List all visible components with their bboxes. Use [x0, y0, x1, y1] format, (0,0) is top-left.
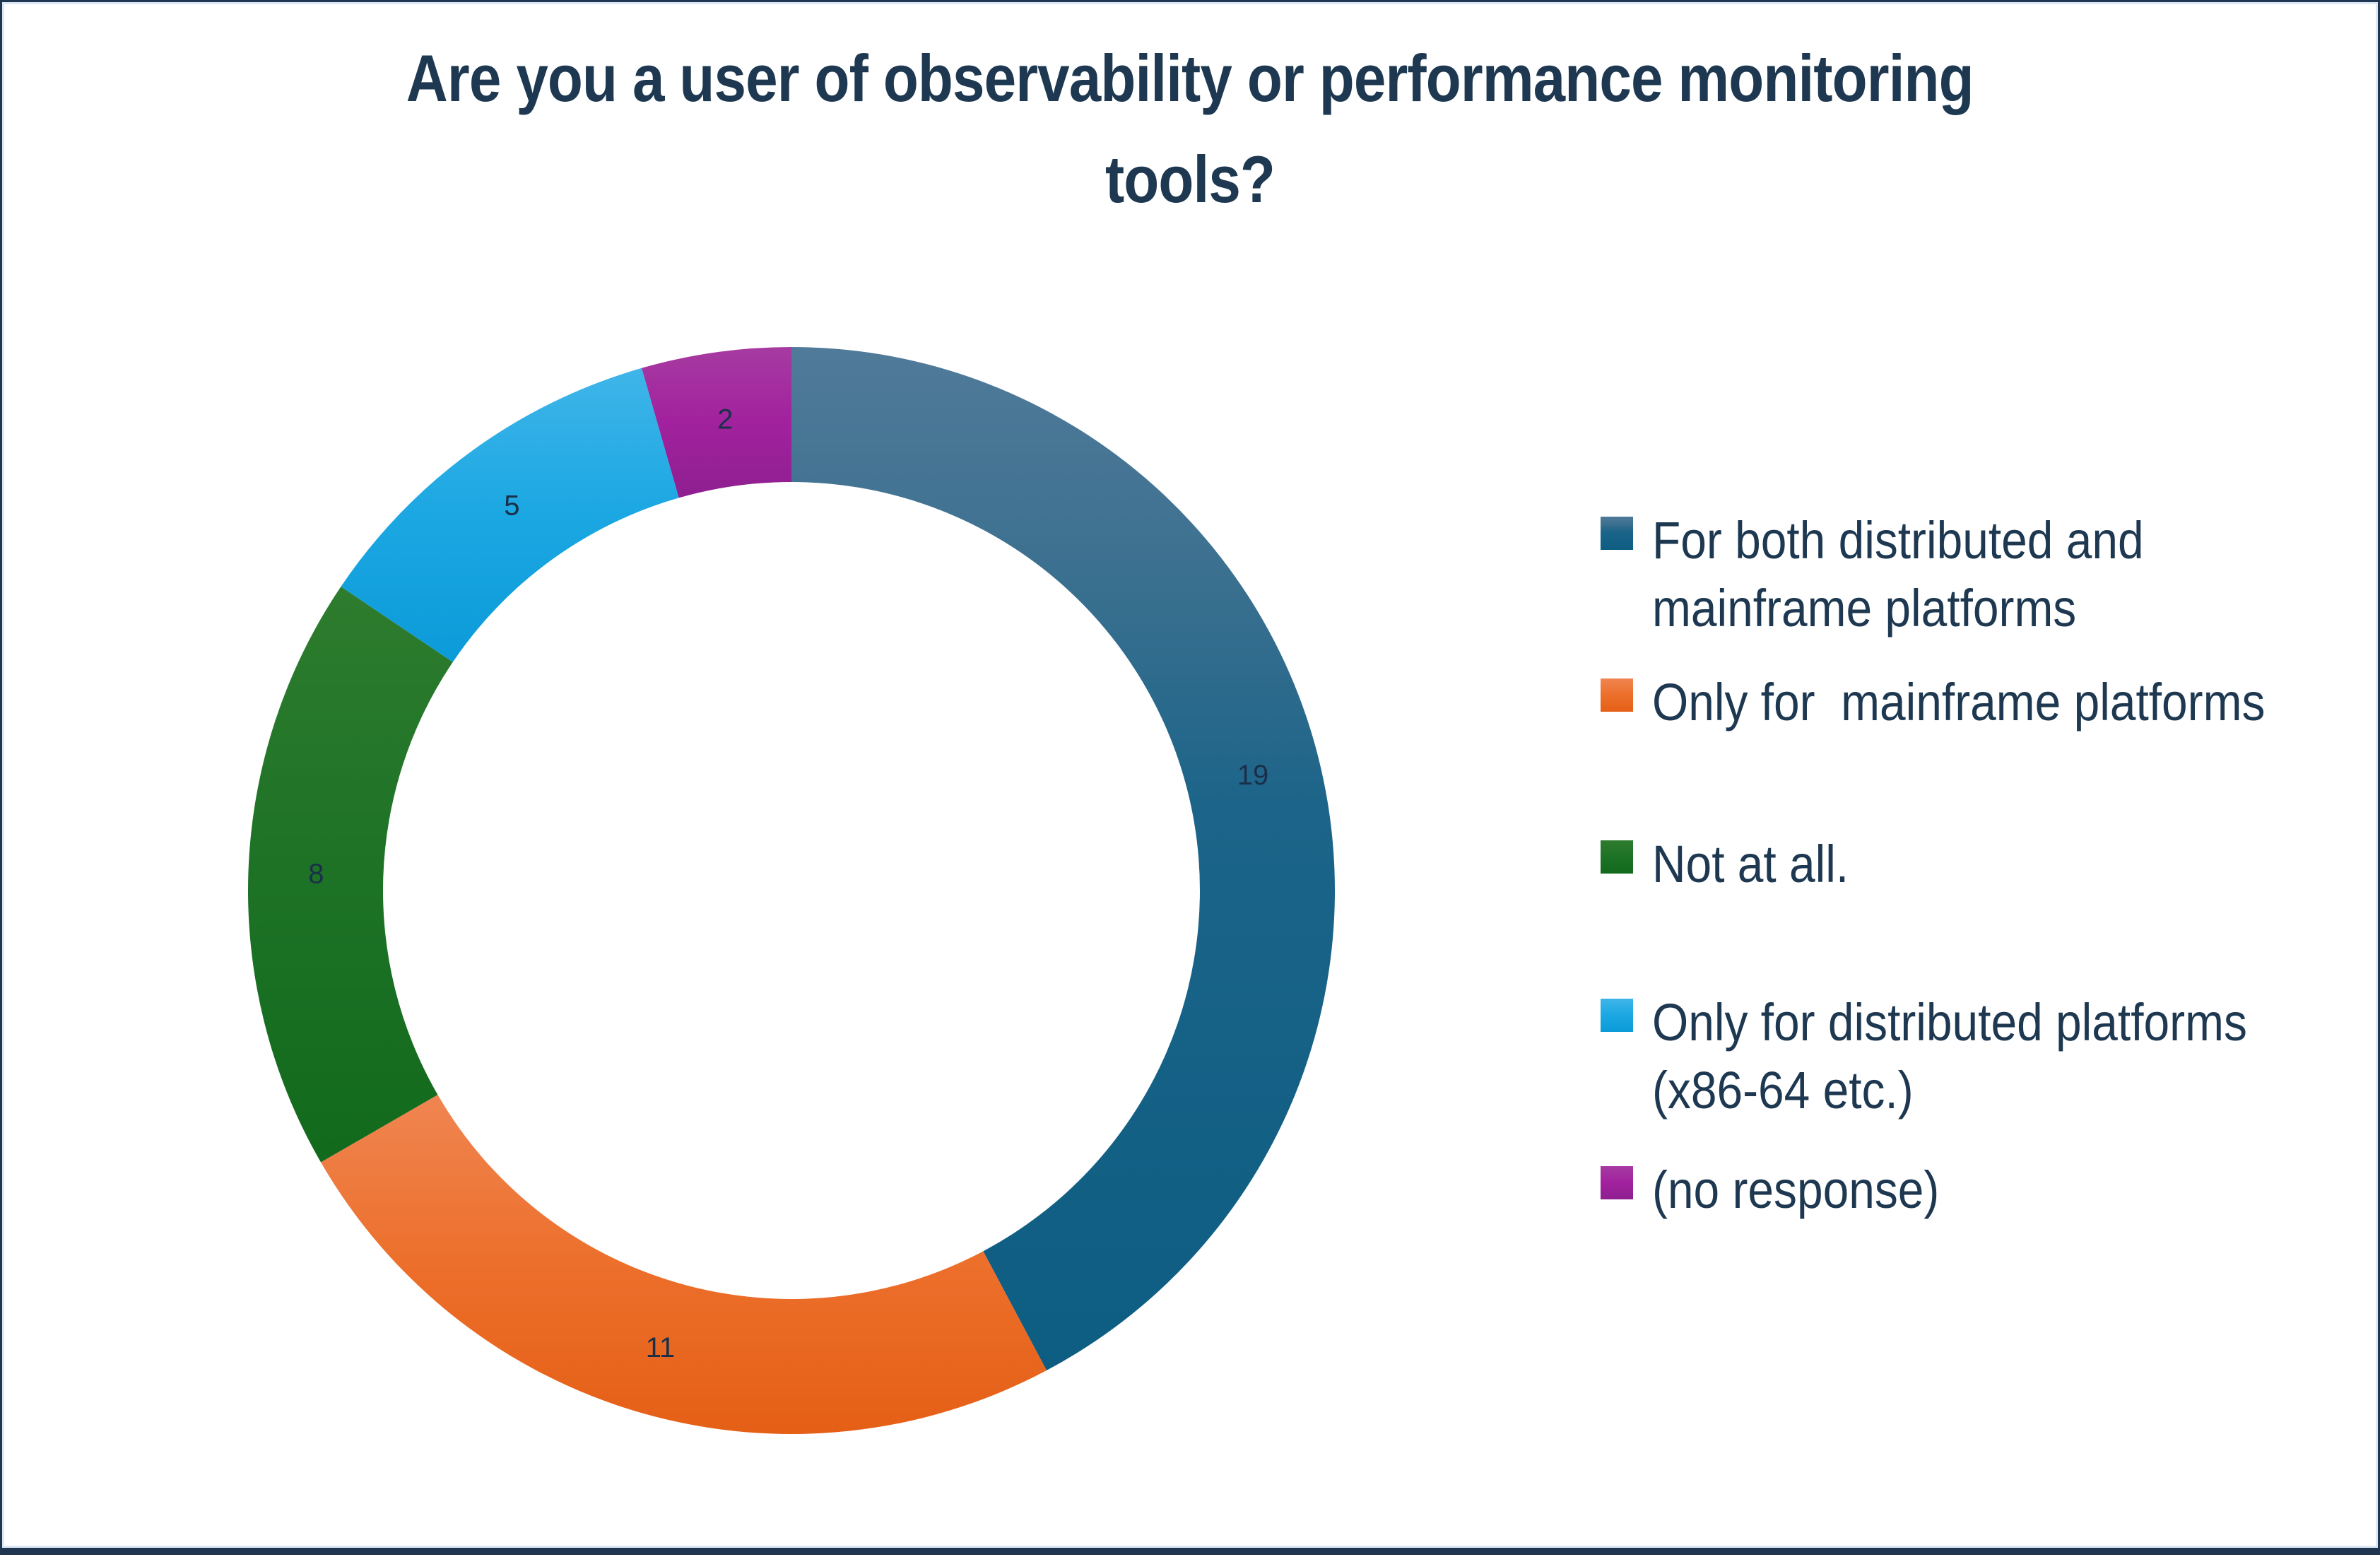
slice-value-label: 5 [504, 490, 519, 522]
slice-value-label: 2 [717, 404, 733, 435]
legend: For both distributed and mainframe platfo… [1601, 2, 2380, 1557]
legend-item: Only for distributed platforms (x86-64 et… [1601, 989, 2321, 1124]
legend-swatch [1601, 840, 1633, 874]
pie-slice-2 [321, 1095, 1047, 1434]
legend-label: (no response) [1652, 1161, 1940, 1219]
slice-value-label: 19 [1237, 760, 1269, 791]
chart-title-line-2: tools? [1104, 142, 1276, 216]
legend-label: Not at all. [1652, 835, 1849, 893]
legend-label: Only for distributed platforms (x86-64 et… [1652, 993, 2247, 1120]
pie-slice-1 [791, 347, 1336, 1370]
donut-chart: 19 11 8 5 2 [248, 347, 1336, 1434]
legend-label: Only for mainframe platforms [1652, 673, 2266, 732]
legend-item: For both distributed and mainframe platfo… [1601, 507, 2205, 642]
legend-label: For both distributed and mainframe platfo… [1652, 511, 2144, 638]
legend-swatch [1601, 1166, 1633, 1199]
legend-swatch [1601, 678, 1633, 712]
legend-item: Only for mainframe platforms [1601, 669, 2341, 736]
pie-slice-4 [341, 368, 679, 662]
slice-value-label: 11 [646, 1332, 676, 1363]
pie-slice-5 [642, 347, 791, 498]
chart-title: Are you a user of observability or perfo… [2, 28, 2378, 230]
slice-value-label: 8 [308, 859, 324, 890]
legend-item: (no response) [1601, 1156, 1975, 1224]
chart-title-line-1: Are you a user of observability or perfo… [406, 41, 1974, 115]
legend-swatch [1601, 517, 1633, 550]
legend-item: Not at all. [1601, 830, 1873, 898]
legend-swatch [1601, 999, 1633, 1032]
pie-slice-3 [248, 586, 453, 1163]
